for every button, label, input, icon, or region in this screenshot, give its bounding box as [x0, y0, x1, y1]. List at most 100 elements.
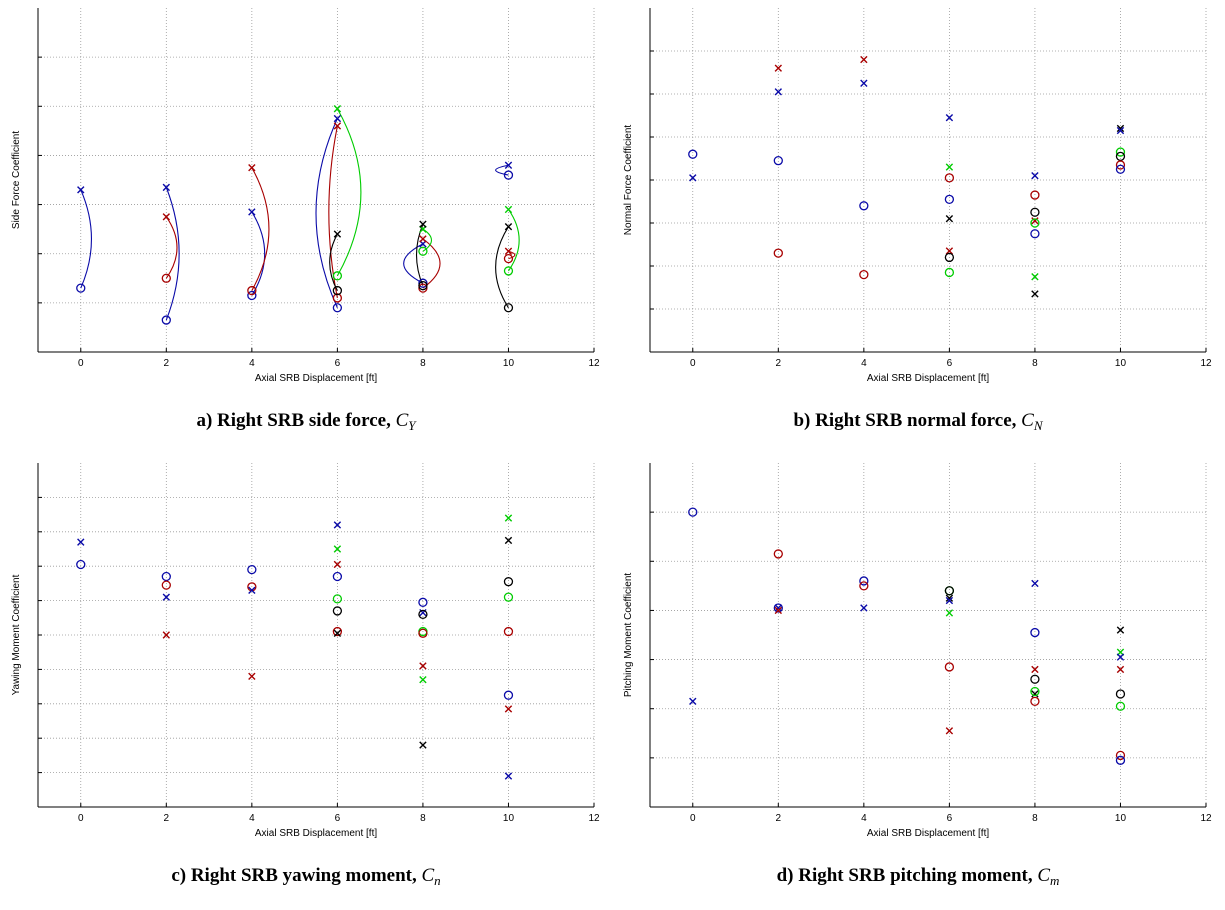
x-marker: [504, 536, 513, 545]
caption-prefix: d): [776, 865, 794, 886]
x-marker: [1116, 653, 1125, 661]
connector-curve: [251, 211, 266, 296]
connector-curve: [336, 108, 362, 277]
x-marker: [504, 222, 513, 231]
x-marker-stroke: [945, 113, 954, 122]
circle-marker: [503, 253, 514, 264]
x-tick-label: 12: [1200, 813, 1212, 824]
caption-symbol: C: [421, 865, 435, 886]
normal-force-plot: 0 2 4 6 8 10 12 Axial SRB Displacement [ft] Norm…: [623, 8, 1212, 384]
x-marker-stroke: [419, 676, 427, 684]
x-marker-stroke: [1031, 690, 1039, 698]
x-marker: [419, 220, 427, 228]
x-marker-stroke: [333, 521, 342, 529]
caption-subscript: Y: [408, 418, 416, 433]
circle-marker: [332, 303, 343, 313]
x-marker: [504, 705, 513, 713]
x-marker-stroke: [504, 536, 513, 545]
caption-text: Right SRB normal force,: [815, 410, 1017, 431]
x-tick-label: 8: [420, 813, 426, 824]
caption-prefix: b): [793, 410, 811, 431]
x-marker: [333, 122, 342, 130]
circle-marker: [859, 576, 869, 586]
x-marker-stroke: [945, 163, 954, 171]
circle-marker: [944, 252, 955, 263]
x-marker-stroke: [1031, 273, 1039, 281]
x-tick-label: 12: [588, 813, 600, 824]
x-axis-label: Axial SRB Displacement [ft]: [255, 373, 377, 384]
circle-marker: [1030, 218, 1040, 228]
circle-marker: [944, 194, 955, 205]
x-marker-stroke: [248, 586, 256, 594]
connector-curve: [251, 167, 270, 291]
connector-curve: [495, 226, 509, 309]
caption-subscript: N: [1033, 418, 1043, 433]
x-tick-label: 10: [1115, 813, 1127, 824]
x-marker: [504, 161, 513, 169]
x-marker-stroke: [1031, 290, 1039, 298]
x-marker: [1031, 579, 1039, 588]
x-marker: [248, 586, 256, 594]
x-marker: [860, 79, 868, 87]
circle-marker: [1115, 750, 1126, 761]
x-marker-stroke: [1031, 217, 1039, 225]
x-marker: [1031, 217, 1039, 225]
circle-marker: [1030, 686, 1040, 697]
x-axis-label: Axial SRB Displacement [ft]: [867, 373, 989, 384]
x-marker-stroke: [248, 672, 256, 680]
x-marker: [504, 772, 513, 780]
circle-marker: [503, 170, 514, 180]
x-marker: [419, 662, 427, 670]
pitching-moment-caption: d) Right SRB pitching moment, Cm: [612, 865, 1224, 889]
x-marker-stroke: [248, 208, 256, 216]
circle-marker: [503, 592, 514, 602]
x-marker: [248, 208, 256, 216]
x-marker-stroke: [504, 222, 513, 231]
x-marker: [1116, 124, 1125, 133]
circle-marker: [944, 173, 955, 183]
caption-text: Right SRB pitching moment,: [798, 865, 1033, 886]
x-marker: [333, 521, 342, 529]
x-marker: [1031, 290, 1039, 298]
circle-marker: [76, 283, 86, 293]
x-marker-stroke: [945, 596, 954, 605]
x-marker-stroke: [1116, 124, 1125, 133]
x-marker: [333, 629, 342, 637]
x-marker: [248, 164, 256, 172]
x-marker: [1031, 690, 1039, 698]
x-marker: [419, 235, 427, 243]
x-tick-label: 6: [947, 358, 953, 369]
x-marker-stroke: [333, 105, 342, 113]
circle-marker: [944, 267, 955, 278]
x-marker: [504, 205, 513, 214]
x-tick-label: 10: [503, 813, 515, 824]
x-marker-stroke: [774, 88, 783, 96]
x-marker-stroke: [333, 114, 342, 123]
x-marker: [333, 560, 342, 569]
caption-symbol: C: [395, 410, 409, 431]
x-marker-stroke: [945, 609, 954, 617]
panel-yawing-moment: 0 2 4 6 8 10 12 Axial SRB Displacement [ft] Yawi…: [0, 455, 612, 910]
circle-marker: [944, 662, 955, 672]
circle-marker: [688, 507, 698, 517]
connector-curve: [508, 209, 520, 272]
circle-marker: [1030, 696, 1040, 706]
circle-marker: [503, 626, 514, 637]
circle-marker: [418, 246, 428, 256]
x-marker-stroke: [419, 235, 427, 243]
x-marker: [689, 174, 697, 182]
caption-symbol: C: [1037, 865, 1051, 886]
caption-symbol: C: [1021, 410, 1034, 431]
x-marker: [162, 183, 171, 192]
x-marker-stroke: [504, 247, 513, 255]
circle-marker: [418, 628, 428, 638]
circle-marker: [859, 581, 869, 591]
x-marker: [774, 606, 783, 615]
circle-marker: [1115, 701, 1126, 711]
circle-marker: [418, 278, 428, 288]
circle-marker: [418, 597, 428, 607]
x-tick-label: 0: [78, 813, 84, 824]
circle-marker: [773, 155, 783, 166]
caption-prefix: c): [171, 865, 187, 886]
x-marker-stroke: [860, 55, 868, 64]
